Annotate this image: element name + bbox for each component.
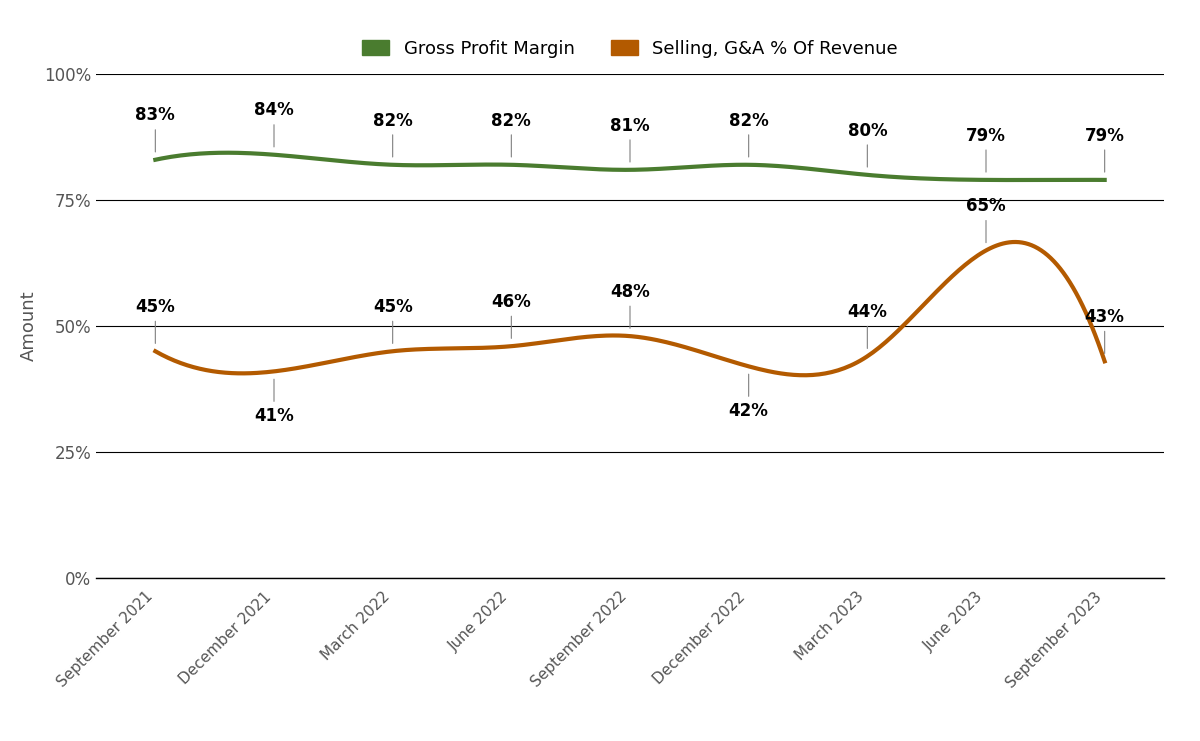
Text: 82%: 82% bbox=[373, 112, 413, 130]
Text: 41%: 41% bbox=[254, 407, 294, 425]
Text: 65%: 65% bbox=[966, 197, 1006, 215]
Text: 83%: 83% bbox=[136, 107, 175, 124]
Text: 82%: 82% bbox=[492, 112, 532, 130]
Text: 45%: 45% bbox=[136, 298, 175, 316]
Text: 44%: 44% bbox=[847, 303, 887, 321]
Text: 43%: 43% bbox=[1085, 308, 1124, 326]
Text: 42%: 42% bbox=[728, 402, 769, 419]
Text: 45%: 45% bbox=[373, 298, 413, 316]
Text: 46%: 46% bbox=[492, 293, 532, 311]
Text: 79%: 79% bbox=[966, 127, 1006, 144]
Legend: Gross Profit Margin, Selling, G&A % Of Revenue: Gross Profit Margin, Selling, G&A % Of R… bbox=[355, 33, 905, 65]
Text: 80%: 80% bbox=[847, 122, 887, 139]
Text: 82%: 82% bbox=[728, 112, 768, 130]
Y-axis label: Amount: Amount bbox=[20, 290, 38, 362]
Text: 48%: 48% bbox=[610, 283, 650, 301]
Text: 84%: 84% bbox=[254, 102, 294, 119]
Text: 79%: 79% bbox=[1085, 127, 1124, 144]
Text: 81%: 81% bbox=[610, 116, 650, 135]
